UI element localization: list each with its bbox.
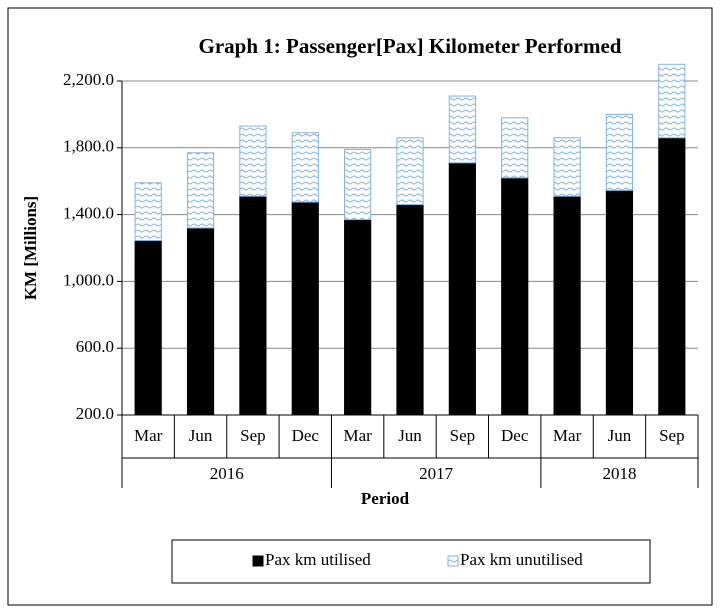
legend-swatch (447, 555, 459, 567)
bar-segment (605, 189, 634, 416)
bar-segment (658, 63, 686, 139)
bar-segment (134, 182, 162, 241)
bar-segment (553, 137, 581, 197)
y-axis-title: KM [Millions] (21, 196, 40, 300)
group-label: 2018 (602, 464, 636, 483)
x-tick-label: Sep (240, 426, 266, 445)
bar-segment (396, 137, 424, 206)
bar-segment (134, 239, 162, 416)
y-tick-label: 600.0 (76, 337, 114, 356)
legend-label: Pax km utilised (265, 550, 371, 569)
group-label: 2016 (210, 464, 244, 483)
bar-segment (501, 177, 529, 416)
x-tick-label: Jun (398, 426, 422, 445)
chart-title: Graph 1: Passenger[Pax] Kilometer Perfor… (199, 34, 622, 58)
y-tick-label: 1,400.0 (63, 204, 114, 223)
bar-segment (396, 204, 424, 416)
legend-swatch (252, 555, 264, 567)
bar-segment (605, 113, 634, 191)
y-tick-label: 200.0 (76, 404, 114, 423)
bar-segment (553, 195, 581, 416)
x-tick-label: Mar (343, 426, 372, 445)
bar-segment (658, 137, 686, 416)
y-tick-label: 1,000.0 (63, 270, 114, 289)
y-tick-label: 1,800.0 (63, 137, 114, 156)
x-axis-title: Period (361, 489, 410, 508)
x-tick-label: Dec (501, 426, 529, 445)
x-tick-label: Mar (553, 426, 582, 445)
bar-segment (344, 148, 372, 221)
x-tick-label: Dec (292, 426, 320, 445)
bar-segment (448, 162, 476, 416)
y-tick-label: 2,200.0 (63, 70, 114, 89)
x-tick-label: Jun (608, 426, 632, 445)
bar-segment (501, 117, 529, 179)
group-label: 2017 (419, 464, 454, 483)
bar-segment (186, 227, 215, 416)
bar-segment (186, 152, 215, 229)
bar-segment (239, 195, 267, 416)
x-tick-label: Sep (450, 426, 476, 445)
legend-label: Pax km unutilised (460, 550, 583, 569)
bar-segment (344, 219, 372, 416)
x-tick-label: Jun (189, 426, 213, 445)
legend-box (171, 539, 651, 584)
bar-segment (239, 125, 267, 197)
x-tick-label: Sep (659, 426, 685, 445)
bar-segment (448, 95, 476, 164)
x-tick-label: Mar (134, 426, 163, 445)
bar-segment (291, 201, 319, 416)
bar-segment (291, 132, 319, 203)
